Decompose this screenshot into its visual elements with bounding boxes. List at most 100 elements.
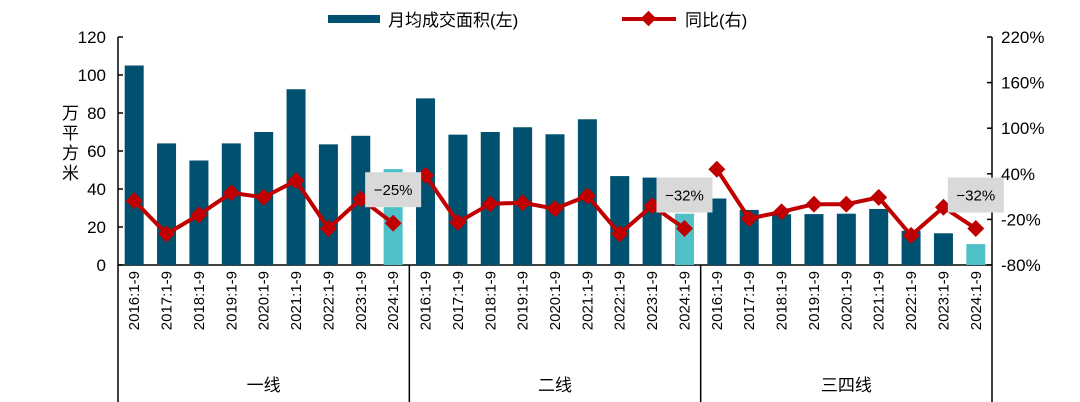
bar	[610, 176, 630, 265]
yoy-marker	[837, 195, 855, 213]
bar	[448, 134, 468, 265]
group-label: 二线	[538, 376, 572, 395]
yoy-marker	[870, 188, 888, 206]
yoy-marker	[481, 195, 499, 213]
x-tick-label: 2023:1-9	[935, 271, 952, 330]
x-tick-label: 2018:1-9	[482, 271, 499, 330]
y-tick-label-left: 40	[87, 180, 106, 199]
annotation-box	[656, 177, 713, 213]
yoy-marker	[643, 197, 661, 215]
legend: 月均成交面积(左) 同比(右)	[328, 10, 747, 30]
y-tick-label-right: -20%	[1001, 210, 1041, 229]
bar	[221, 143, 241, 265]
bar	[545, 134, 565, 265]
bar	[157, 143, 177, 265]
annotation-label: −32%	[956, 188, 995, 205]
y-tick-label-left: 0	[97, 256, 106, 275]
legend-line-label: 同比(右)	[685, 11, 747, 30]
x-tick-label: 2019:1-9	[223, 271, 240, 330]
yoy-marker	[773, 203, 791, 221]
x-tick-label: 2017:1-9	[450, 271, 467, 330]
yoy-marker	[449, 213, 467, 231]
yoy-marker	[740, 210, 758, 228]
y-tick-label-left: 120	[78, 28, 106, 47]
bar	[869, 208, 889, 265]
yoy-marker	[222, 184, 240, 202]
x-tick-label: 2024:1-9	[385, 271, 402, 330]
y-tick-label-right: 160%	[1001, 74, 1044, 93]
bar	[933, 233, 953, 265]
group-label: 三四线	[821, 376, 872, 395]
yoy-marker	[934, 198, 952, 216]
yoy-marker	[546, 200, 564, 218]
x-tick-label: 2016:1-9	[126, 271, 143, 330]
yoy-marker	[384, 214, 402, 232]
yoy-marker	[255, 188, 273, 206]
y-tick-label-left: 60	[87, 142, 106, 161]
x-tick-label: 2018:1-9	[774, 271, 791, 330]
bar	[804, 214, 824, 265]
x-tick-label: 2021:1-9	[871, 271, 888, 330]
yoy-marker	[190, 206, 208, 224]
y-tick-label-right: 40%	[1001, 165, 1035, 184]
x-tick-label: 2020:1-9	[547, 271, 564, 330]
x-tick-label: 2019:1-9	[806, 271, 823, 330]
x-tick-label: 2017:1-9	[159, 271, 176, 330]
bar	[901, 230, 921, 265]
bar	[124, 65, 144, 265]
x-tick-label: 2023:1-9	[644, 271, 661, 330]
y-tick-label-left: 80	[87, 104, 106, 123]
x-tick-label: 2020:1-9	[838, 271, 855, 330]
yoy-marker	[611, 225, 629, 243]
y-tick-label-right: 100%	[1001, 119, 1044, 138]
bar	[739, 209, 759, 265]
x-tick-label: 2020:1-9	[256, 271, 273, 330]
x-tick-label: 2021:1-9	[288, 271, 305, 330]
x-tick-label: 2022:1-9	[612, 271, 629, 330]
y-tick-label-left: 20	[87, 218, 106, 237]
annotation-label: −32%	[665, 188, 704, 205]
annotation-label: −25%	[374, 182, 413, 199]
bar	[318, 144, 338, 265]
yoy-marker	[967, 220, 985, 238]
y-axis-label: 万平方米	[58, 104, 78, 184]
legend-bar-label: 月均成交面积(左)	[388, 11, 518, 30]
yoy-marker	[352, 190, 370, 208]
annotation-box	[365, 172, 422, 208]
x-tick-label: 2016:1-9	[709, 271, 726, 330]
x-tick-label: 2017:1-9	[741, 271, 758, 330]
x-tick-label: 2022:1-9	[320, 271, 337, 330]
bar	[836, 213, 856, 265]
yoy-marker	[514, 194, 532, 212]
yoy-marker	[319, 220, 337, 238]
x-tick-label: 2018:1-9	[191, 271, 208, 330]
x-tick-label: 2022:1-9	[903, 271, 920, 330]
yoy-marker	[125, 192, 143, 210]
bar	[966, 244, 986, 265]
annotation-box	[947, 177, 1004, 213]
x-tick-label: 2021:1-9	[579, 271, 596, 330]
yoy-marker	[902, 226, 920, 244]
y-tick-label-left: 100	[78, 66, 106, 85]
yoy-marker	[578, 187, 596, 205]
x-tick-label: 2024:1-9	[676, 271, 693, 330]
x-tick-label: 2019:1-9	[515, 271, 532, 330]
x-tick-label: 2016:1-9	[418, 271, 435, 330]
y-tick-label-right: -80%	[1001, 256, 1041, 275]
legend-bar-swatch	[328, 15, 380, 23]
group-label: 一线	[247, 376, 281, 395]
bar	[772, 214, 792, 265]
x-tick-label: 2024:1-9	[968, 271, 985, 330]
x-tick-label: 2023:1-9	[353, 271, 370, 330]
legend-line-marker	[640, 10, 657, 27]
yoy-marker	[675, 220, 693, 238]
yoy-marker	[158, 225, 176, 243]
y-tick-label-right: 220%	[1001, 28, 1044, 47]
yoy-marker	[287, 172, 305, 190]
bar	[707, 198, 727, 265]
yoy-marker	[708, 160, 726, 178]
yoy-marker	[805, 195, 823, 213]
yoy-marker	[417, 166, 435, 184]
